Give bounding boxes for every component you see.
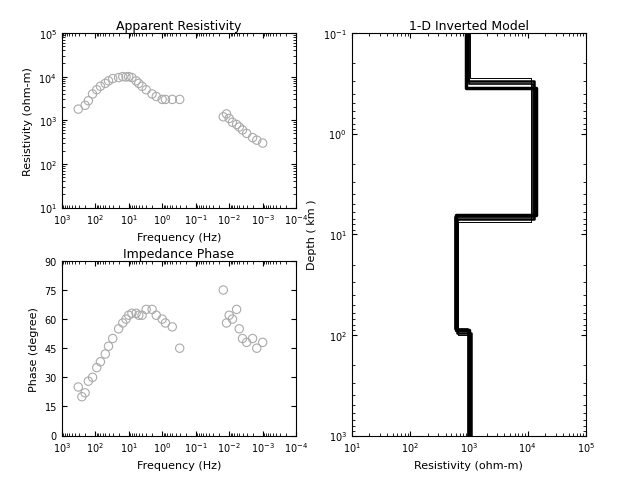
Point <box>114 75 123 82</box>
Point <box>238 127 247 135</box>
Point <box>104 78 114 86</box>
Point <box>228 316 238 323</box>
Point <box>118 319 128 327</box>
Point <box>124 312 134 319</box>
Point <box>131 78 141 86</box>
Point <box>167 96 177 104</box>
Point <box>124 74 134 81</box>
Title: 1-D Inverted Model: 1-D Inverted Model <box>409 20 529 33</box>
Point <box>80 389 90 397</box>
Title: Impedance Phase: Impedance Phase <box>123 247 234 260</box>
X-axis label: Frequency (Hz): Frequency (Hz) <box>137 460 221 470</box>
Point <box>252 137 262 145</box>
X-axis label: Resistivity (ohm-m): Resistivity (ohm-m) <box>415 460 523 470</box>
Y-axis label: Depth ( km ): Depth ( km ) <box>307 199 317 270</box>
Point <box>242 130 252 138</box>
Point <box>234 124 244 132</box>
Point <box>121 74 131 82</box>
Point <box>175 345 184 352</box>
Point <box>157 96 167 104</box>
Point <box>157 316 167 323</box>
Point <box>147 91 157 99</box>
Point <box>134 312 144 319</box>
Point <box>224 312 234 319</box>
Point <box>104 343 114 350</box>
Point <box>228 119 238 127</box>
Point <box>92 364 102 372</box>
Point <box>238 335 247 343</box>
Y-axis label: Resistivity (ohm-m): Resistivity (ohm-m) <box>23 67 33 175</box>
Point <box>108 76 118 83</box>
Point <box>222 111 231 119</box>
Point <box>134 80 144 88</box>
Point <box>247 135 257 142</box>
Point <box>80 102 90 110</box>
Point <box>114 325 123 333</box>
Point <box>121 316 131 323</box>
Point <box>101 350 110 358</box>
Point <box>92 87 102 94</box>
Point <box>242 339 252 347</box>
Point <box>131 310 141 318</box>
Point <box>88 91 97 99</box>
Point <box>231 121 241 129</box>
Point <box>127 75 137 82</box>
Point <box>88 374 97 381</box>
Point <box>96 83 106 91</box>
Point <box>73 383 83 391</box>
Point <box>218 114 228 121</box>
Point <box>77 393 87 401</box>
Point <box>73 106 83 114</box>
Point <box>127 310 137 318</box>
Point <box>108 335 118 343</box>
Point <box>141 306 151 314</box>
Point <box>167 323 177 331</box>
Point <box>247 335 257 343</box>
Point <box>137 312 147 319</box>
Point <box>101 80 110 88</box>
Point <box>258 140 268 148</box>
Point <box>151 312 161 319</box>
Point <box>218 287 228 294</box>
Point <box>252 345 262 352</box>
X-axis label: Frequency (Hz): Frequency (Hz) <box>137 232 221 242</box>
Point <box>160 319 170 327</box>
Point <box>258 339 268 347</box>
Point <box>231 306 241 314</box>
Point <box>160 96 170 104</box>
Point <box>147 306 157 314</box>
Y-axis label: Phase (degree): Phase (degree) <box>29 306 39 391</box>
Point <box>234 325 244 333</box>
Point <box>118 74 128 81</box>
Point <box>137 83 147 91</box>
Point <box>83 378 93 385</box>
Title: Apparent Resistivity: Apparent Resistivity <box>116 20 242 33</box>
Point <box>83 98 93 106</box>
Point <box>141 87 151 94</box>
Point <box>175 96 184 104</box>
Point <box>96 358 106 366</box>
Point <box>224 115 234 123</box>
Point <box>151 93 161 101</box>
Point <box>222 319 231 327</box>
